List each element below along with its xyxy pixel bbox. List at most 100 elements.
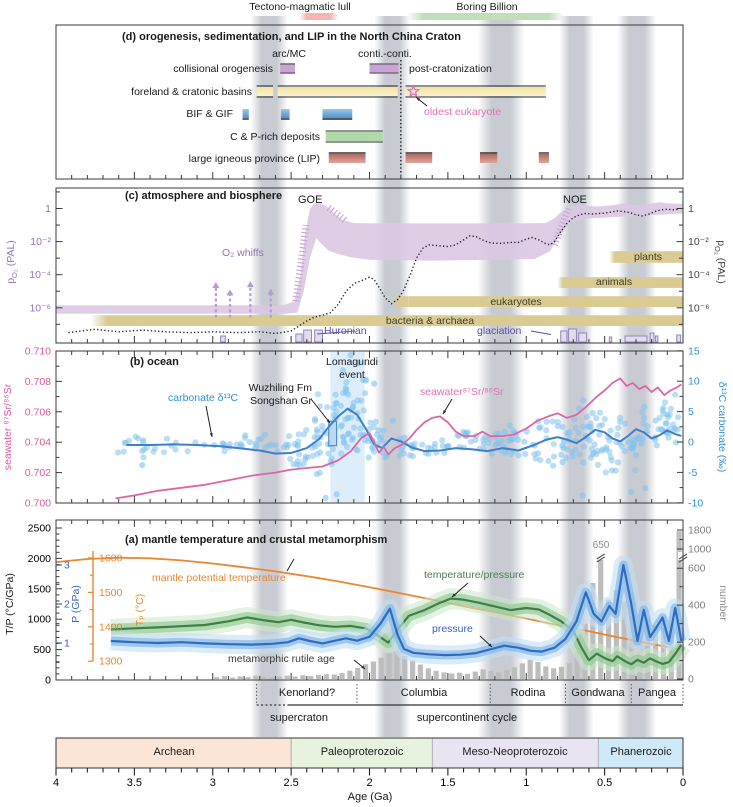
panel-b-title: (b) ocean bbox=[130, 356, 179, 368]
panel-boxes bbox=[55, 24, 684, 681]
supercontinent-cycle-label: supercontinent cycle bbox=[416, 712, 518, 724]
svg-text:600: 600 bbox=[688, 563, 706, 575]
era-archean: Archean bbox=[153, 746, 195, 758]
oldest-eukaryote-label: oldest eukaryote bbox=[424, 106, 502, 118]
svg-text:0: 0 bbox=[680, 777, 686, 789]
svg-text:3: 3 bbox=[64, 560, 70, 572]
svg-text:0.708: 0.708 bbox=[25, 376, 51, 388]
svg-text:1500: 1500 bbox=[99, 587, 123, 599]
svg-text:10⁻²: 10⁻² bbox=[688, 236, 709, 248]
conti-conti-label: conti.-conti. bbox=[358, 48, 412, 60]
era-bar bbox=[55, 737, 684, 769]
svg-text:2000: 2000 bbox=[28, 553, 52, 565]
svg-text:1: 1 bbox=[688, 203, 694, 215]
svg-text:1000: 1000 bbox=[688, 544, 712, 556]
tectono-magmatic-lull-label: Tectono-magmatic lull bbox=[249, 1, 351, 13]
number-axis-label: number bbox=[717, 585, 729, 621]
svg-text:0.5: 0.5 bbox=[597, 777, 612, 789]
svg-text:-10: -10 bbox=[688, 497, 703, 509]
panel-c-title: (c) atmosphere and biosphere bbox=[125, 190, 283, 202]
svg-text:10⁻⁴: 10⁻⁴ bbox=[688, 269, 710, 281]
supercontinent-row bbox=[256, 684, 684, 706]
po2-sub: O₂ bbox=[10, 269, 20, 278]
panel-d-title: (d) orogenesis, sedimentation, and LIP i… bbox=[122, 31, 461, 43]
arc-mc-label: arc/MC bbox=[272, 48, 306, 60]
svg-text:10⁻⁶: 10⁻⁶ bbox=[29, 302, 51, 314]
svg-text:1800: 1800 bbox=[688, 525, 712, 537]
panel-a-content bbox=[55, 527, 691, 681]
lomagundi-label-2: event bbox=[339, 369, 365, 381]
svg-text:200: 200 bbox=[688, 637, 706, 649]
svg-text:10⁻⁴: 10⁻⁴ bbox=[29, 269, 51, 281]
p-axis-label: P (GPa) bbox=[70, 585, 82, 623]
svg-text:4: 4 bbox=[53, 777, 59, 789]
plants-label: plants bbox=[633, 251, 663, 263]
boring-billion-label: Boring Billion bbox=[456, 1, 518, 13]
svg-text:0.702: 0.702 bbox=[25, 467, 51, 479]
bacteria-archaea-label: bacteria & archaea bbox=[385, 315, 475, 327]
age-axis-label: Age (Ga) bbox=[347, 791, 393, 803]
svg-text:0: 0 bbox=[688, 674, 694, 686]
o2-whiffs-label: O₂ whiffs bbox=[222, 247, 264, 259]
panel-d-content bbox=[242, 60, 549, 175]
po2-post: (PAL) bbox=[4, 240, 17, 270]
svg-text:0: 0 bbox=[688, 437, 694, 449]
carbonate-d13c-label: carbonate δ¹³C bbox=[168, 392, 239, 404]
animals-label: animals bbox=[595, 276, 633, 288]
temperature-pressure-label: temperature/pressure bbox=[424, 569, 525, 581]
glaciation-label: glaciation bbox=[477, 325, 522, 337]
svg-text:1400: 1400 bbox=[99, 621, 123, 633]
t-axis-label: Tₚ (°C) bbox=[134, 593, 146, 627]
era-phanerozoic: Phanerozoic bbox=[610, 746, 672, 758]
svg-text:1500: 1500 bbox=[28, 583, 52, 595]
row-label-foreland: foreland & cratonic basins bbox=[131, 86, 252, 98]
era-mesoneoproterozoic: Meso-Neoproterozoic bbox=[462, 746, 568, 758]
supercontinent-kenorland: Kenorland? bbox=[278, 687, 336, 699]
tick-labels: 4 3.5 3 2.5 2 1.5 1 0.5 0 1 1 10⁻² 10⁻² 10⁻⁴ 10⁻⁴ 10⁻⁶ 1… bbox=[25, 203, 712, 789]
d13c-axis-label: δ¹³C carbonate (‰) bbox=[716, 381, 728, 473]
svg-text:500: 500 bbox=[33, 644, 51, 656]
po2-sub-r: O₂ bbox=[712, 246, 722, 255]
mantle-temp-label: mantle potential temperature bbox=[152, 572, 286, 584]
svg-text:2500: 2500 bbox=[28, 523, 52, 535]
svg-text:0.700: 0.700 bbox=[25, 498, 51, 510]
noe-label: NOE bbox=[563, 194, 587, 206]
eukaryotes-label: eukaryotes bbox=[490, 296, 542, 308]
svg-text:0.710: 0.710 bbox=[25, 346, 51, 358]
post-cratonization-label: post-cratonization bbox=[409, 63, 492, 75]
svg-text:2: 2 bbox=[64, 599, 70, 611]
svg-text:0: 0 bbox=[45, 675, 51, 687]
svg-text:-5: -5 bbox=[688, 467, 697, 479]
huronian-label: Huronian bbox=[324, 325, 367, 337]
panel-a-title: (a) mantle temperature and crustal metam… bbox=[125, 534, 388, 546]
wuzhiling-label-1: Wuzhiling Fm bbox=[248, 382, 312, 394]
x-axis bbox=[55, 768, 684, 776]
svg-text:10: 10 bbox=[688, 376, 700, 388]
svg-text:1300: 1300 bbox=[99, 656, 123, 668]
svg-text:10⁻²: 10⁻² bbox=[30, 236, 51, 248]
seawater-sr-label: seawater⁸⁷Sr/⁸⁶Sr bbox=[420, 386, 504, 398]
svg-text:400: 400 bbox=[688, 600, 706, 612]
rutile-age-label: metamorphic rutile age bbox=[228, 653, 335, 665]
svg-text:10⁻⁶: 10⁻⁶ bbox=[688, 302, 710, 314]
goe-label: GOE bbox=[298, 194, 323, 206]
svg-text:1000: 1000 bbox=[28, 614, 52, 626]
tp-axis-label: T/P (°C/GPa) bbox=[4, 573, 16, 635]
po2-axis-label-left: pO₂ (PAL) bbox=[5, 240, 21, 284]
supercontinent-columbia: Columbia bbox=[400, 687, 448, 699]
sr-axis-label: seawater ⁸⁷Sr/⁸⁶Sr bbox=[2, 383, 14, 471]
svg-text:0.704: 0.704 bbox=[25, 437, 51, 449]
svg-text:1: 1 bbox=[523, 777, 529, 789]
po2-post-r: (PAL) bbox=[715, 254, 728, 284]
svg-text:3.5: 3.5 bbox=[127, 777, 142, 789]
po2-pre: p bbox=[4, 277, 17, 284]
po2-axis-label-right: pO₂ (PAL) bbox=[711, 240, 727, 284]
panel-b-content bbox=[56, 350, 683, 504]
svg-text:3: 3 bbox=[210, 777, 216, 789]
svg-text:0.706: 0.706 bbox=[25, 406, 51, 418]
break-650-label: 650 bbox=[592, 540, 610, 551]
svg-text:1.5: 1.5 bbox=[440, 777, 455, 789]
svg-text:2.5: 2.5 bbox=[283, 777, 298, 789]
